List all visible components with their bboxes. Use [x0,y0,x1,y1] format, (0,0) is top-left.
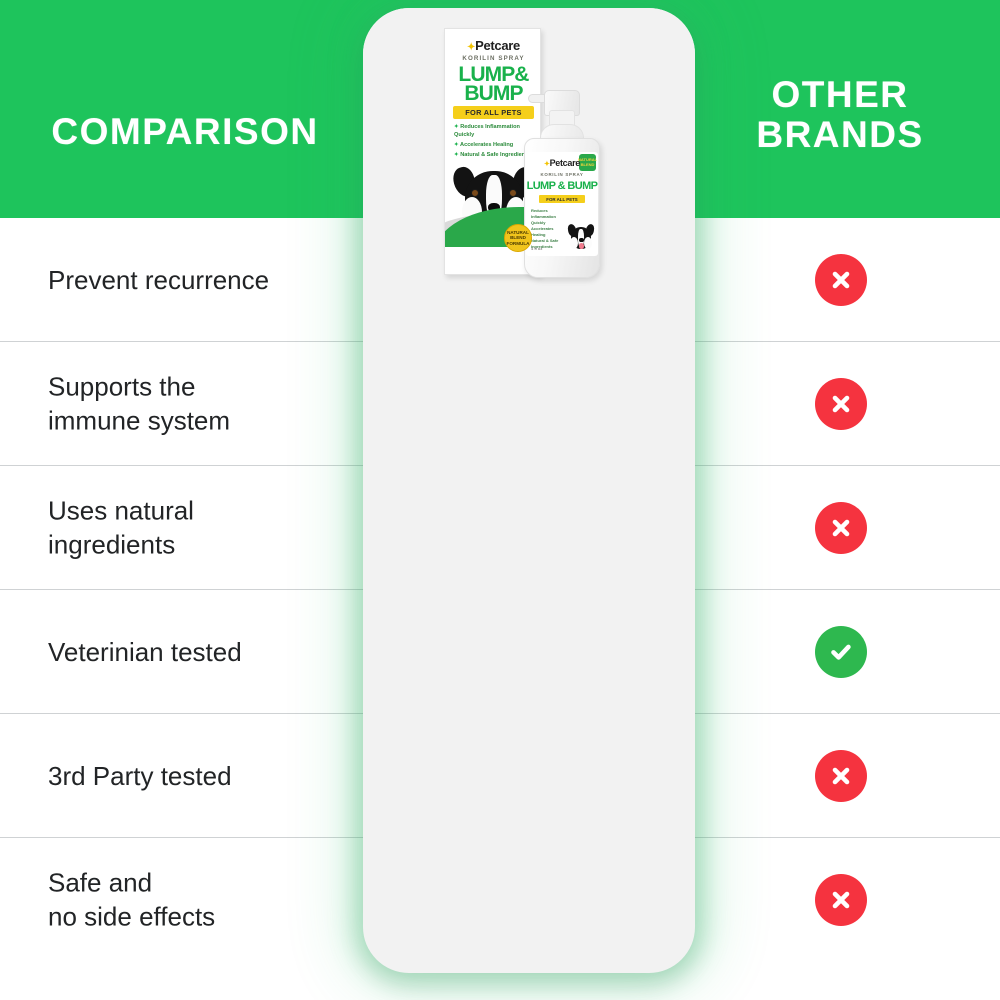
feature-label: Veterinian tested [48,634,348,668]
dog-nose [488,203,500,212]
bottle-label: NATURAL BLEND ✦Petcare KORILIN SPRAY LUM… [526,152,598,256]
bullet-marker-icon: ✦ [454,124,459,130]
natural-blend-seal: NATURAL BLEND FORMULA [504,224,532,252]
dog-nose [578,238,584,242]
product-image: ✦Petcare KORILIN SPRAY LUMP& BUMP FOR AL… [432,18,617,280]
bottle-title: LUMP & BUMP [526,180,598,192]
dog-cheek-left [570,237,578,249]
feature-label: Prevent recurrence [48,262,348,296]
dog-tongue [578,243,584,249]
cross-circle-icon [815,253,867,306]
feature-label-line: Veterinian tested [48,636,242,667]
feature-label: Safe and no side effects [48,866,348,935]
cross-circle-icon [815,501,867,554]
bottle-bullet-1: Accelerates Healing [531,226,554,237]
carton-bullets: ✦ Reduces Inflammation Quickly ✦ Acceler… [454,123,538,161]
feature-label-line: Uses natural [48,495,194,526]
dog-eye-right [509,189,517,197]
bottle-volume: 4 fl oz [531,246,543,251]
bottle-subtitle: KORILIN SPRAY [540,172,584,177]
comparison-header-title: COMPARISON [51,111,319,152]
other-brands-line-1: OTHER [771,74,909,115]
feature-label: Uses natural ingredients [48,493,348,562]
seal-line-3: FORMULA [506,240,530,246]
dog-cheek-right [584,237,592,249]
seal-line-2: BLEND [510,235,526,241]
feature-label-line: no side effects [48,902,216,932]
carton-volume: 4 fl oz (120 ml) [476,265,511,271]
carton-brand: ✦Petcare [445,38,540,53]
feature-label-line: 3rd Party tested [48,760,232,791]
other-brands-line-2: BRANDS [756,113,924,155]
leaf-icon: ✦ [543,161,550,168]
feature-label-line: Supports the [48,371,196,402]
product-spray-bottle: NATURAL BLEND ✦Petcare KORILIN SPRAY LUM… [518,80,606,278]
bottle-badge: FOR ALL PETS [539,195,585,203]
bottle-bullets: Reduces Inflammation Quickly Accelerates… [531,208,569,250]
cross-circle-icon [815,874,867,926]
carton-bullet-2: ✦ Natural & Safe Ingredients [454,152,531,159]
carton-headline-1: LUMP& [458,63,529,86]
feature-label-line: immune system [48,405,231,436]
carton-headline-2: BUMP [464,82,523,105]
carton-subtitle: KORILIN SPRAY [462,55,525,62]
other-brands-header-title: OTHER BRANDS [690,75,990,155]
feature-label: Supports the immune system [48,369,348,438]
dog-eye-left [471,189,479,197]
carton-bullet-1: ✦ Accelerates Healing [454,142,514,149]
bottle-corner-badge: NATURAL BLEND [578,154,597,171]
bullet-marker-icon: ✦ [454,152,459,159]
bottle-bullet-0: Reduces Inflammation Quickly [531,208,556,225]
seal-line-1: NATURAL [507,230,529,236]
bottle-brand: ✦Petcare [543,158,580,168]
carton-brand-text: Petcare [475,38,520,53]
cross-circle-icon [815,749,867,802]
leaf-icon: ✦ [467,42,476,53]
cross-circle-icon [815,377,867,430]
feature-label-line: Prevent recurrence [48,264,270,295]
carton-badge: FOR ALL PETS [453,106,534,119]
bullet-marker-icon: ✦ [454,142,459,149]
carton-bullet-0: ✦ Reduces Inflammation Quickly [454,124,520,139]
bottle-dog-illustration [566,222,596,252]
bottle-bullet-2: Natural & Safe Ingredients [531,238,559,249]
feature-label-line: ingredients [48,529,176,560]
check-circle-icon [815,625,867,678]
feature-label-line: Safe and [48,867,153,898]
feature-label: 3rd Party tested [48,758,348,792]
